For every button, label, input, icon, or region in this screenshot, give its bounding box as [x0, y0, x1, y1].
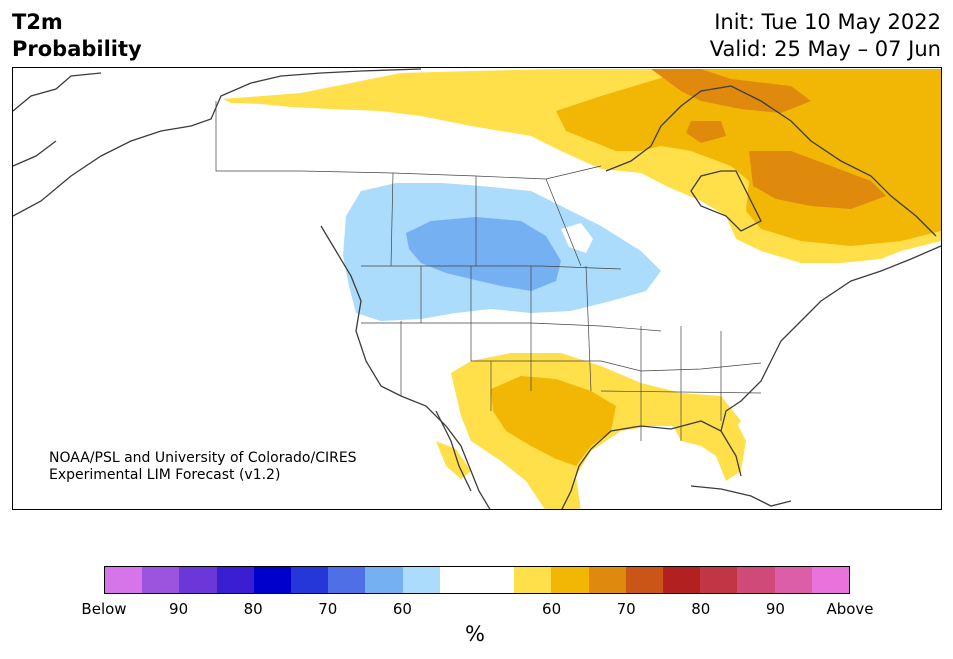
colorbar-unit: %: [465, 622, 485, 646]
colorbar-segment: [291, 567, 329, 593]
colorbar-segment: [477, 567, 515, 593]
colorbar-segment: [142, 567, 180, 593]
colorbar-segment: [179, 567, 217, 593]
colorbar-ticks: Below 90 80 70 60 60 70 80 90 Above: [81, 600, 873, 620]
shade-above-north-4: [749, 151, 886, 209]
map-svg: [13, 68, 941, 509]
colorbar-segment: [216, 567, 254, 593]
shade-above-south-3: [436, 441, 471, 479]
colorbar-tick-label: 80: [691, 600, 711, 618]
colorbar-segment: [365, 567, 403, 593]
probability-map: [12, 67, 942, 510]
colorbar-segment: [811, 567, 850, 593]
shade-above-east: [661, 396, 746, 481]
colorbar-segment: [774, 567, 812, 593]
colorbar-tick-label: Below: [81, 600, 127, 618]
colorbar-tick-label: Above: [826, 600, 874, 618]
forecast-dates: Init: Tue 10 May 2022 Valid: 25 May – 07…: [710, 9, 941, 63]
colorbar-tick-label: 70: [318, 600, 338, 618]
colorbar-segment: [551, 567, 589, 593]
title-line-2: Probability: [12, 37, 142, 61]
title-line-1: T2m: [12, 10, 63, 34]
init-date: Init: Tue 10 May 2022: [714, 10, 941, 34]
colorbar-segment: [253, 567, 292, 593]
borders: [215, 101, 762, 441]
colorbar: [104, 566, 850, 594]
colorbar-segment: [737, 567, 775, 593]
colorbar-segment: [588, 567, 626, 593]
shade-above-north-3: [651, 69, 811, 113]
colorbar-tick-label: 80: [243, 600, 263, 618]
credit-line-1: NOAA/PSL and University of Colorado/CIRE…: [49, 450, 357, 466]
shade-above-south-2: [491, 376, 616, 466]
shade-below-2: [406, 217, 561, 291]
colorbar-segment: [105, 567, 143, 593]
credit-text: NOAA/PSL and University of Colorado/CIRE…: [49, 450, 357, 484]
colorbar-segment: [700, 567, 738, 593]
colorbar-tick-label: 60: [542, 600, 562, 618]
colorbar-tick-label: 90: [169, 600, 189, 618]
colorbar-segment: [328, 567, 366, 593]
shade-above-north-5: [686, 121, 726, 143]
colorbar-segment: [514, 567, 552, 593]
shade-lake: [561, 223, 593, 253]
credit-line-2: Experimental LIM Forecast (v1.2): [49, 467, 281, 483]
colorbar-segment: [625, 567, 664, 593]
colorbar-segment: [402, 567, 440, 593]
valid-period: Valid: 25 May – 07 Jun: [709, 37, 941, 61]
colorbar-tick-label: 70: [616, 600, 636, 618]
colorbar-segment: [663, 567, 701, 593]
colorbar-tick-label: 90: [765, 600, 785, 618]
colorbar-segment: [439, 567, 478, 593]
chart-title: T2m Probability: [12, 9, 142, 63]
colorbar-tick-label: 60: [392, 600, 412, 618]
